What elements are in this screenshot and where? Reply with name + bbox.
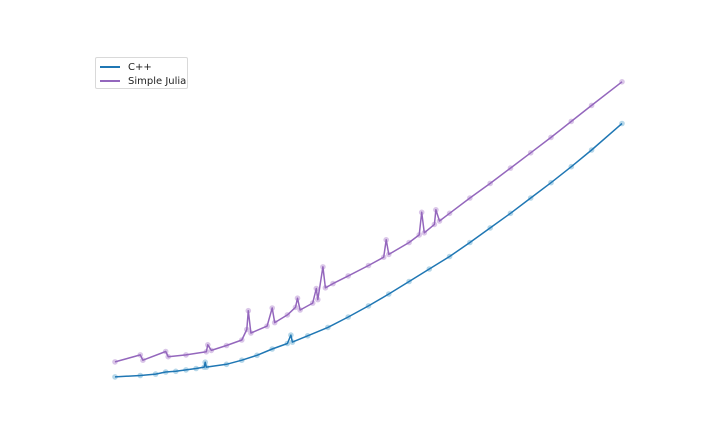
series-layer	[112, 79, 625, 380]
series-line-simple-julia	[114, 81, 623, 363]
legend-label-cpp: C++	[128, 61, 152, 73]
series-line-c	[114, 122, 623, 378]
series-c	[112, 120, 625, 380]
legend-entry-simple-julia: Simple Julia	[100, 74, 186, 88]
legend: C++ Simple Julia	[95, 57, 188, 89]
data-point-simple-julia-0	[112, 359, 118, 365]
data-point-c-0	[112, 374, 118, 380]
legend-swatch-cpp	[100, 66, 120, 68]
series-simple-julia	[112, 79, 625, 365]
legend-swatch-simple-julia	[100, 80, 120, 82]
legend-label-simple-julia: Simple Julia	[128, 75, 187, 87]
legend-entry-cpp: C++	[100, 60, 152, 74]
